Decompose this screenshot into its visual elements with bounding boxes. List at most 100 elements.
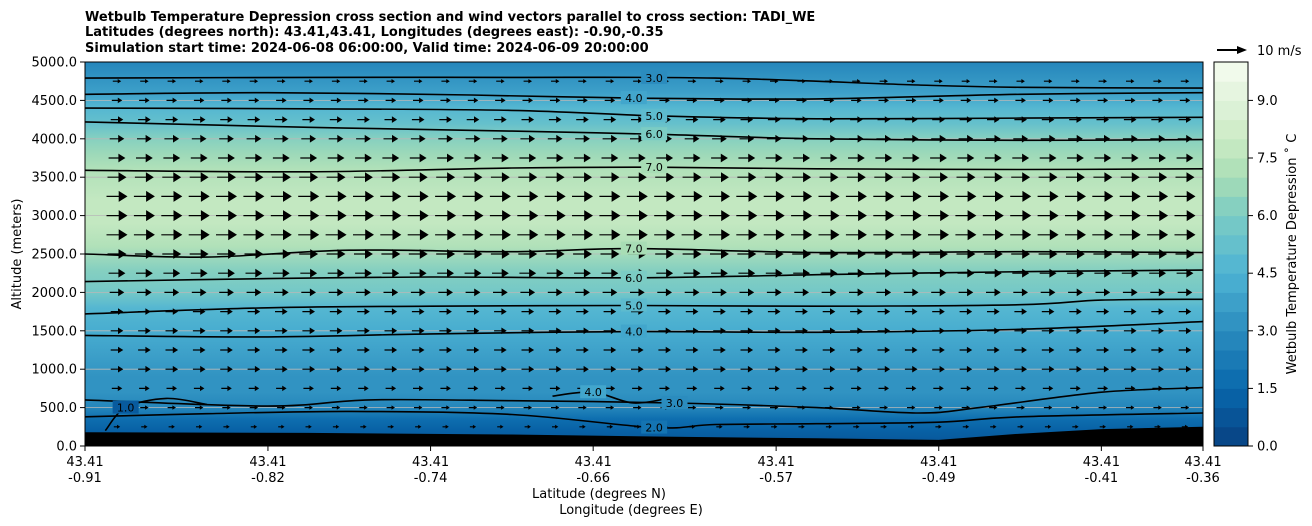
wind-vector-12-29: [904, 308, 918, 315]
colorbar-label: Wetbulb Temperature Depression ˚ C: [1284, 134, 1300, 375]
wind-vector-11-22: [712, 288, 727, 297]
wind-vector-10-38: [1149, 268, 1166, 278]
wind-vector-17-30: [934, 405, 943, 410]
wind-vector-14-0: [110, 346, 124, 354]
wind-vector-15-19: [631, 365, 644, 373]
wind-vector-13-17: [576, 327, 589, 335]
wind-vector-7-24: [763, 210, 785, 222]
wind-vector-2-33: [1014, 116, 1027, 123]
wind-vector-16-35: [1070, 385, 1081, 392]
wind-vector-17-5: [249, 405, 259, 410]
contour-label-1: 4.0: [625, 92, 643, 105]
wind-vector-14-35: [1069, 346, 1082, 354]
wind-vector-10-28: [875, 268, 893, 278]
contour-line-0: [85, 76, 1203, 89]
wind-vector-3-32: [986, 134, 1001, 143]
wind-vector-8-2: [161, 229, 183, 241]
wind-vector-12-32: [987, 308, 1000, 315]
wind-vector-14-29: [904, 346, 918, 354]
contour-label-7: 5.0: [625, 299, 643, 312]
wind-vector-9-13: [463, 249, 483, 259]
wind-vector-18-30: [935, 424, 942, 429]
wind-reference-key: 10 m/s: [1217, 44, 1302, 59]
wind-vector-17-12: [441, 405, 450, 410]
y-tick-label-5: 2500.0: [32, 248, 78, 263]
wind-vector-4-30: [930, 153, 947, 163]
wind-vector-4-21: [683, 153, 701, 163]
wind-vector-12-9: [357, 308, 370, 315]
wind-vector-9-2: [162, 249, 182, 259]
wind-vector-17-27: [852, 405, 861, 410]
wind-vector-0-28: [879, 79, 888, 84]
wind-vector-13-2: [165, 327, 179, 335]
wind-vector-3-29: [903, 134, 919, 143]
y-tick-label-2: 1000.0: [32, 363, 78, 378]
wind-vector-1-9: [358, 97, 369, 104]
wind-vector-14-22: [713, 346, 726, 354]
wind-vector-8-7: [298, 229, 320, 241]
wind-vector-18-7: [305, 424, 312, 429]
wind-vector-0-9: [359, 79, 368, 84]
wind-vector-12-10: [384, 308, 398, 315]
wind-vector-5-23: [737, 172, 757, 183]
wind-vector-18-29: [908, 424, 915, 429]
wind-vector-5-28: [874, 172, 894, 183]
wind-vector-13-38: [1151, 327, 1164, 335]
wind-vector-3-37: [1122, 134, 1138, 143]
wind-vector-0-25: [797, 79, 806, 84]
wind-vector-5-21: [682, 172, 702, 183]
wind-vector-16-11: [413, 385, 424, 392]
wind-vector-16-9: [358, 385, 369, 392]
wind-vector-7-3: [188, 210, 210, 222]
contour-line-11: [552, 391, 675, 404]
wind-vector-10-23: [738, 268, 756, 278]
wind-vector-15-30: [932, 365, 945, 373]
wind-vector-5-33: [1011, 172, 1031, 183]
wind-vector-14-9: [357, 346, 370, 354]
wind-vector-12-35: [1069, 308, 1082, 315]
x-tick-lat-1: 43.41: [249, 455, 286, 470]
wind-vector-1-30: [933, 97, 944, 104]
colorbar-band-1: [1214, 407, 1248, 428]
wind-vector-5-13: [463, 172, 483, 183]
wind-vector-9-5: [244, 249, 264, 259]
contour-label-bg-8: [620, 324, 647, 338]
wind-vector-17-24: [770, 405, 779, 410]
wind-vector-14-13: [466, 346, 480, 354]
wind-vector-6-35: [1065, 190, 1086, 202]
colorbar-band-10: [1214, 234, 1248, 255]
wind-vector-1-28: [878, 97, 889, 104]
wind-vector-5-20: [655, 172, 675, 183]
wind-vector-11-9: [356, 288, 371, 297]
y-tick-label-1: 500.0: [40, 401, 77, 416]
wind-vector-17-28: [879, 405, 888, 410]
wind-vector-13-18: [603, 327, 617, 335]
title-line-3: Simulation start time: 2024-06-08 06:00:…: [85, 41, 649, 56]
wind-vector-8-8: [325, 229, 347, 241]
wind-vector-12-13: [466, 308, 480, 315]
wind-vector-4-37: [1121, 153, 1139, 163]
wind-vector-16-20: [659, 385, 670, 392]
contour-label-bg-0: [641, 70, 668, 84]
wind-vector-1-10: [385, 97, 397, 104]
wind-vector-15-6: [275, 365, 288, 373]
wind-vector-14-11: [411, 346, 425, 354]
wind-vector-5-1: [134, 172, 154, 183]
wind-vector-18-9: [360, 424, 367, 429]
wind-vector-3-34: [1040, 134, 1056, 143]
wind-vector-8-20: [654, 229, 676, 241]
wind-vector-12-4: [220, 308, 233, 315]
x-tick-lat-6: 43.41: [1083, 455, 1120, 470]
wind-vector-12-11: [411, 308, 425, 315]
wind-vector-8-22: [709, 229, 730, 241]
wind-vector-11-12: [438, 288, 453, 297]
wind-vector-10-35: [1067, 268, 1084, 278]
wind-vector-5-16: [545, 172, 565, 183]
wind-vector-14-21: [685, 346, 699, 354]
wind-vector-4-31: [957, 153, 975, 163]
wind-vector-11-37: [1122, 288, 1138, 297]
wind-vector-18-38: [1154, 424, 1161, 429]
wind-vector-4-38: [1149, 153, 1166, 163]
wind-vector-0-22: [715, 79, 724, 84]
x-axis-label-latitude: Latitude (degrees N): [532, 487, 666, 502]
